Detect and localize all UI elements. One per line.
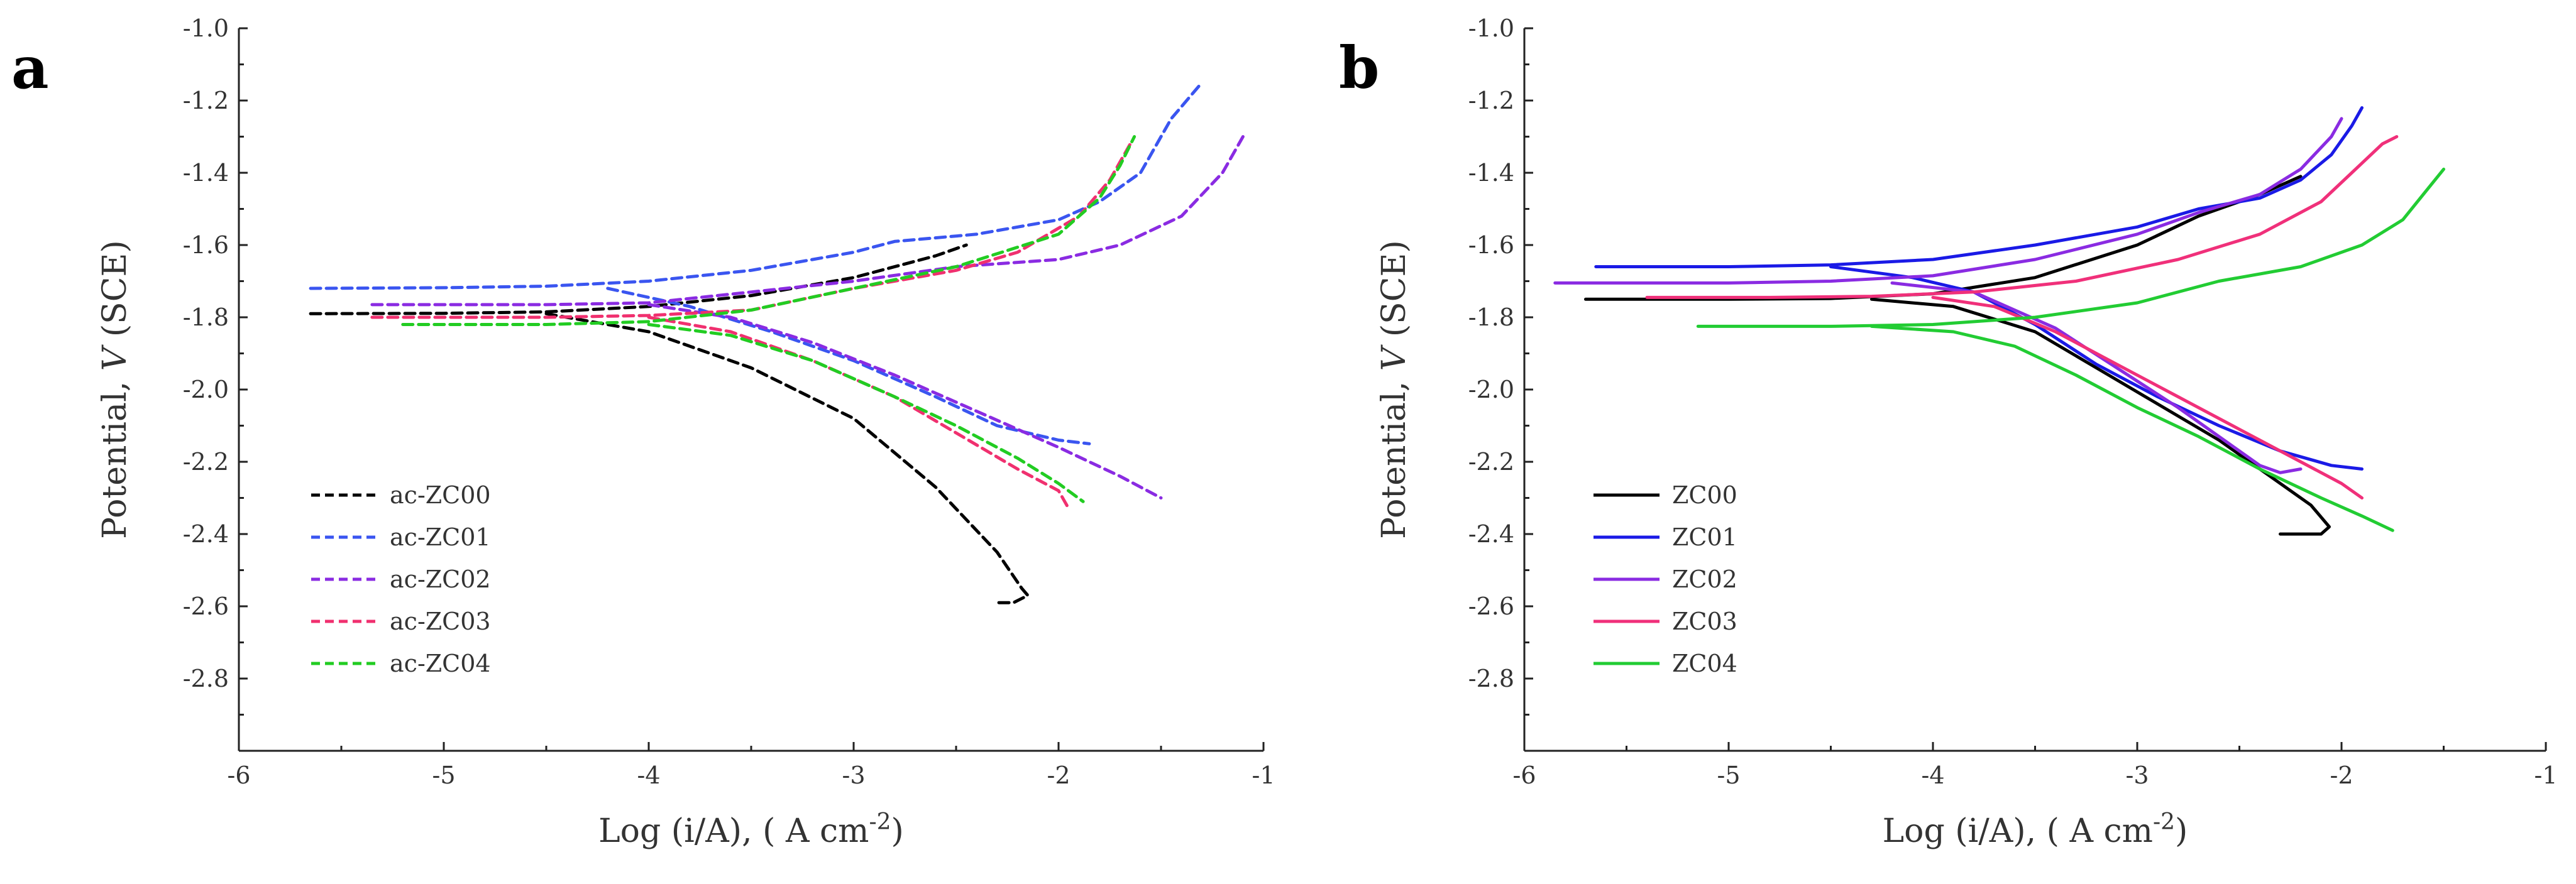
y-axis-title: Potential, V (SCE) [1375,240,1413,539]
series-zc01-anodic-curve [1594,106,2364,268]
series-zc02-cathodic-curve [1890,281,2303,474]
y-tick-label: -1.6 [183,231,229,259]
panel-b: b-6 -5 -4 -3 -2 -1-2.8-2.6-2.4-2.2-2.0-1.8-1.… [1339,14,2558,850]
y-tick-label: -1.0 [183,14,229,42]
legend-label-ac-zc03: ac-ZC03 [390,608,491,635]
y-tick-label: -1.2 [1468,87,1514,114]
series-ac-zc03-cathodic-curve [647,315,1071,511]
x-axis-title-superscript: -2 [2153,809,2175,835]
x-tick-label: -3 [2125,761,2149,789]
series-ac-zc00-cathodic-curve [544,312,1030,604]
x-tick-label: -1 [2534,761,2557,789]
y-tick-label: -2.6 [183,592,229,620]
x-tick-label: -5 [432,761,455,789]
legend-label-ac-zc04: ac-ZC04 [390,650,491,677]
series-ac-zc03-anodic-curve [370,142,1132,319]
y-tick-label: -2.6 [1468,592,1514,620]
x-axis-title-superscript: -2 [869,809,891,835]
x-tick-label: -4 [1921,761,1944,789]
x-tick-label: -6 [1512,761,1536,789]
legend-label-ac-zc02: ac-ZC02 [390,565,491,593]
y-axis-title-prefix: Potential, [1375,371,1413,539]
y-tick-label: -1.2 [183,87,229,114]
x-axis-title-close: ) [2175,812,2188,850]
y-tick-label: -2.0 [1468,376,1514,403]
x-axis-title-text: Log (i/A), ( A cm [598,812,869,850]
series-zc02-anodic-curve [1553,117,2343,285]
x-tick-label: -4 [637,761,660,789]
y-tick-label: -2.2 [183,448,229,476]
legend: ac-ZC00 ac-ZC01 ac-ZC02 ac-ZC03 ac-ZC04 [311,481,491,677]
panel-a: a-6 -5 -4 -3 -2 -1-2.8-2.6-2.4-2.2-2.0-1.8-1.… [11,14,1275,850]
series-ac-zc00-anodic-curve [309,243,968,315]
y-tick-label: -2.0 [183,376,229,403]
y-tick-label: -1.8 [183,303,229,331]
y-tick-label: -2.2 [1468,448,1514,476]
x-tick-label: -2 [1047,761,1070,789]
series-ac-zc02-cathodic-curve [647,303,1163,499]
y-axis-title-variable: V [1375,344,1413,371]
legend-label-ac-zc01: ac-ZC01 [390,523,491,551]
x-axis-title: Log (i/A), ( A cm-2) [1883,809,2188,850]
series-zc00-cathodic-curve [1870,297,2331,536]
y-axis-title-suffix: (SCE) [96,240,134,347]
panel-letter: b [1339,34,1379,102]
legend-label-zc04: ZC04 [1672,650,1737,677]
x-axis-title: Log (i/A), ( A cm-2) [598,809,904,850]
x-axis-title-close: ) [891,812,904,850]
y-axis-title: Potential, V (SCE) [96,240,134,539]
series-ac-zc04-anodic-curve [401,135,1137,326]
series-zc04-cathodic-curve [1870,324,2394,532]
x-axis-title-text: Log (i/A), ( A cm [1883,812,2153,850]
x-tick-label: -5 [1717,761,1740,789]
legend-label-zc00: ZC00 [1672,481,1737,509]
y-tick-label: -1.4 [183,159,229,187]
series-zc03-cathodic-curve [1931,295,2364,499]
y-tick-label: -1.4 [1468,159,1514,187]
legend-label-zc02: ZC02 [1672,565,1737,593]
series-zc01-cathodic-curve [1829,265,2364,471]
y-tick-label: -1.6 [1468,231,1514,259]
panel-letter: a [11,34,49,102]
x-tick-label: -3 [842,761,865,789]
legend-label-ac-zc00: ac-ZC00 [390,481,491,509]
x-tick-label: -1 [1252,761,1275,789]
y-tick-label: -2.8 [1468,665,1514,692]
series-ac-zc04-cathodic-curve [647,323,1085,503]
series-ac-zc01-cathodic-curve [606,286,1091,445]
y-tick-label: -2.8 [183,665,229,692]
y-axis-title-suffix: (SCE) [1375,240,1413,347]
series-zc03-anodic-curve [1645,135,2399,299]
y-tick-label: -2.4 [1468,520,1514,548]
y-axis-title-variable: V [96,344,134,371]
series-ac-zc01-anodic-curve [309,80,1204,290]
y-tick-label: -2.4 [183,520,229,548]
y-tick-label: -1.0 [1468,14,1514,42]
x-tick-label: -6 [227,761,250,789]
legend-label-zc01: ZC01 [1672,523,1737,551]
legend-label-zc03: ZC03 [1672,608,1737,635]
legend: ZC00 ZC01 ZC02 ZC03 ZC04 [1593,481,1737,677]
y-tick-label: -1.8 [1468,303,1514,331]
y-axis-title-prefix: Potential, [96,371,134,539]
x-tick-label: -2 [2330,761,2353,789]
series-zc04-anodic-curve [1696,167,2445,328]
